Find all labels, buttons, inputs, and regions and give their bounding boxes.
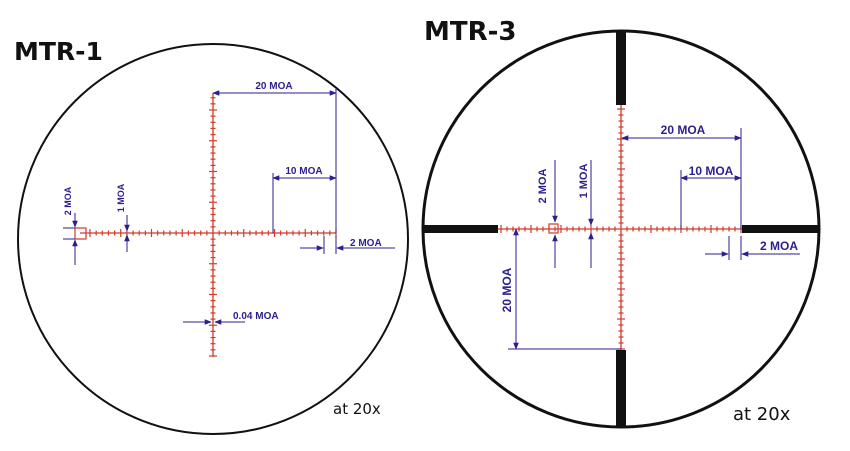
mtr3-post-right	[742, 225, 819, 233]
mtr1-reticle: MTR-1 20 MOA 10 MOA 2 MOA 1 MOA 2 MOA 0.…	[14, 37, 409, 435]
mtr3-dimension-lines	[508, 128, 800, 350]
mtr3-posts	[423, 31, 819, 427]
mtr1-title: MTR-1	[14, 37, 103, 66]
mtr3-20moa-label: 20 MOA	[661, 123, 706, 137]
mtr3-2moa-right-label: 2 MOA	[760, 239, 798, 253]
mtr1-10moa-label: 10 MOA	[285, 166, 322, 177]
mtr3-magnification-label: at 20x	[733, 404, 791, 425]
mtr1-2moa-right-label: 2 MOA	[350, 238, 382, 249]
mtr3-2moa-box	[548, 223, 559, 234]
mtr3-crosshair-lines	[498, 105, 742, 350]
mtr3-post-left	[423, 225, 498, 233]
mtr3-20moa-vertical-label: 20 MOA	[500, 267, 514, 312]
mtr1-scope-outline	[17, 43, 409, 435]
mtr1-2moa-left-label: 2 MOA	[63, 186, 73, 215]
mtr1-1moa-label: 1 MOA	[116, 183, 126, 212]
mtr1-2moa-box	[74, 227, 87, 240]
mtr1-dimension-lines	[63, 88, 395, 325]
mtr3-post-bottom	[616, 350, 626, 427]
mtr1-20moa-label: 20 MOA	[255, 81, 292, 92]
mtr1-magnification-label: at 20x	[333, 400, 381, 418]
mtr3-reticle: MTR-3 20 MOA 10 MOA 2 MOA 1 MOA 2 MOA 20…	[421, 17, 821, 429]
mtr3-10moa-label: 10 MOA	[689, 164, 734, 178]
mtr1-crosshair-lines	[80, 93, 336, 357]
mtr1-ticks	[89, 97, 337, 357]
mtr3-post-top	[616, 31, 626, 105]
mtr3-2moa-left-label: 2 MOA	[537, 169, 549, 204]
mtr3-ticks	[500, 108, 742, 350]
mtr3-1moa-label: 1 MOA	[578, 164, 590, 199]
mtr1-line-width-label: 0.04 MOA	[233, 311, 279, 322]
mtr3-title: MTR-3	[424, 17, 517, 47]
